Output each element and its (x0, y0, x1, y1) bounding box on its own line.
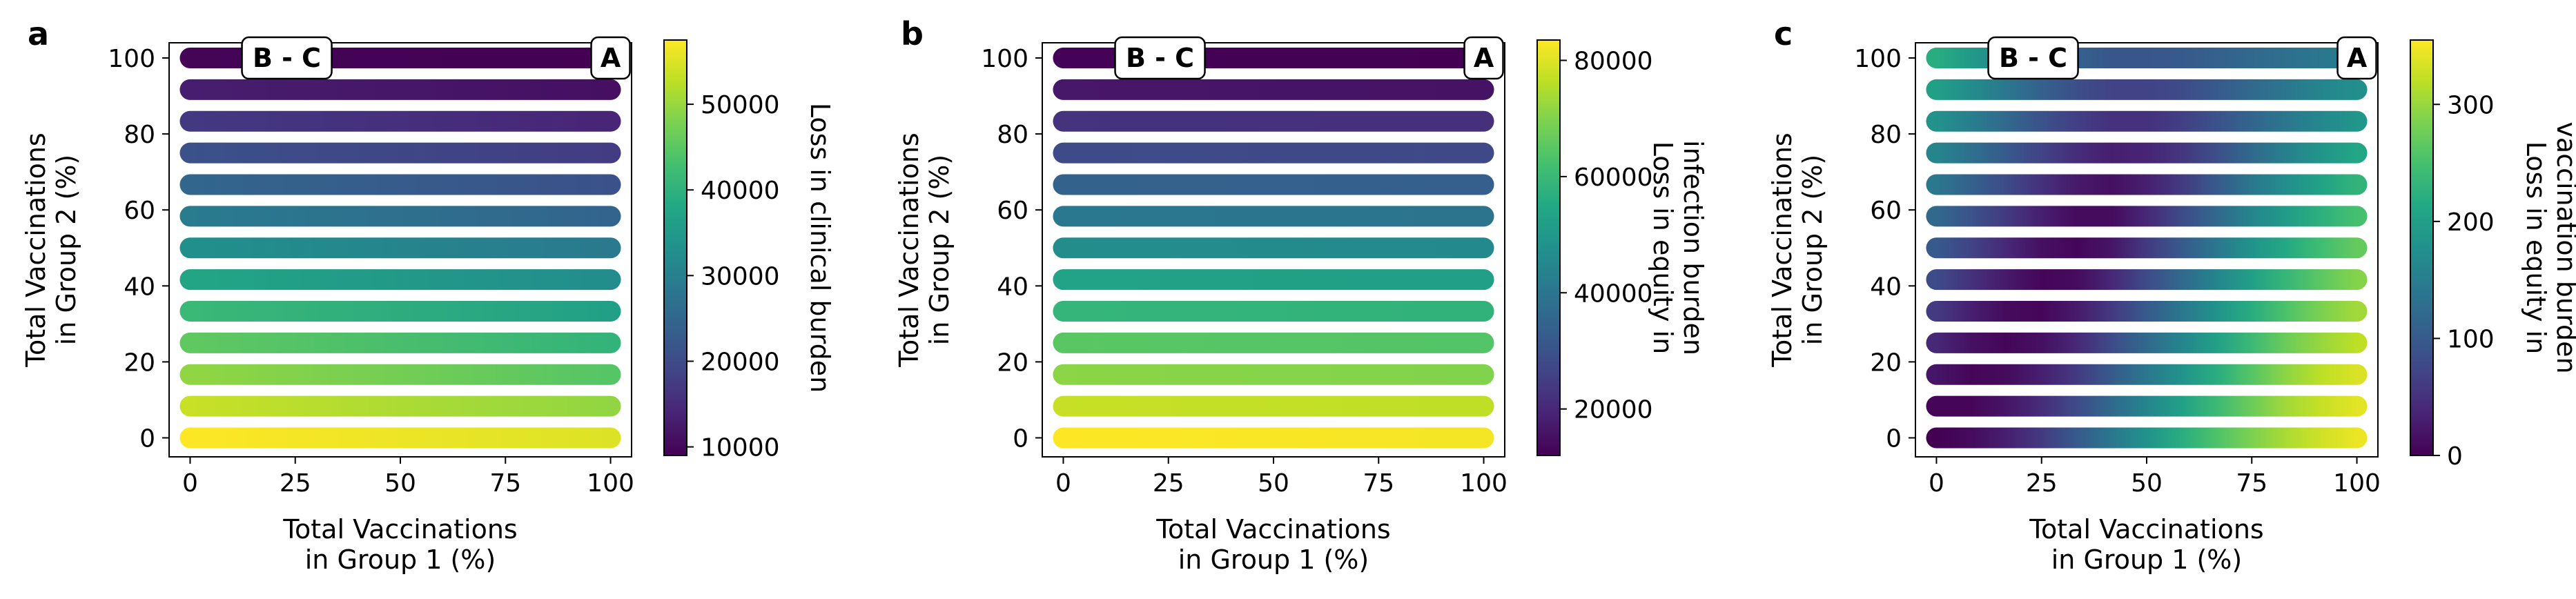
y-tick-label: 80 (124, 121, 155, 149)
y-tick-label: 20 (124, 348, 155, 377)
colorbar-label: infection burden (1678, 140, 1708, 355)
annotation-box (1463, 36, 1504, 80)
annotation-label: A (1474, 43, 1494, 73)
x-tick-label: 50 (2131, 469, 2163, 498)
colorbar-tick-label: 50000 (701, 91, 780, 119)
x-tick-label: 75 (489, 469, 521, 498)
y-axis-label: in Group 2 (%) (924, 155, 955, 346)
x-axis-label: Total Vaccinations (282, 514, 517, 544)
colorbar-label: vaccination burden (2551, 121, 2576, 373)
annotation-label: A (2347, 43, 2368, 73)
annotation-label: B - C (253, 43, 321, 73)
colorbar-label: Loss in clinical burden (805, 103, 835, 393)
colorbar-tick-label: 40000 (1574, 279, 1653, 308)
y-tick-label: 100 (108, 45, 155, 73)
colorbar-tick-label: 60000 (1574, 164, 1653, 192)
x-tick-label: 50 (1258, 469, 1289, 498)
y-axis-label: in Group 2 (%) (1797, 155, 1828, 346)
x-tick-label: 50 (384, 469, 416, 498)
y-tick-label: 60 (997, 197, 1028, 225)
annotation-box (1987, 36, 2079, 80)
colorbar (663, 39, 687, 456)
colorbar-label: Loss in equity in (1648, 141, 1678, 354)
y-tick-label: 40 (1870, 273, 1902, 301)
panel-c: c 0 25 50 75 100 0 20 40 60 80 100 Total Vaccination… (1767, 15, 2576, 575)
y-tick-label: 20 (1870, 348, 1902, 377)
panel-b: b 0 25 50 75 100 0 20 40 60 80 100 Total Vaccination… (894, 15, 1708, 575)
x-axis-label: in Group 1 (%) (2051, 544, 2243, 575)
annotation-label: B - C (1999, 43, 2067, 73)
y-axis-label: Total Vaccinations (894, 132, 924, 367)
colorbar-label: Loss in equity in (2521, 141, 2551, 354)
y-tick-label: 60 (1870, 197, 1902, 225)
colorbar-tick-label: 80000 (1574, 47, 1653, 75)
panel-letter: b (901, 15, 924, 52)
x-axis-label: Total Vaccinations (2029, 514, 2263, 544)
colorbar-tick-label: 30000 (701, 262, 780, 291)
x-tick-label: 75 (2236, 469, 2267, 498)
colorbar-tick-label: 20000 (1574, 396, 1653, 424)
colorbar (2410, 39, 2434, 456)
x-tick-label: 25 (1153, 469, 1184, 498)
annotation-box (1114, 36, 1206, 80)
x-axis-label: Total Vaccinations (1155, 514, 1390, 544)
colorbar (1536, 39, 1561, 456)
y-axis-label: Total Vaccinations (1767, 132, 1797, 367)
x-tick-label: 100 (2333, 469, 2381, 498)
y-tick-label: 100 (1854, 45, 1902, 73)
x-tick-label: 0 (1055, 469, 1071, 498)
x-tick-label: 25 (2026, 469, 2058, 498)
colorbar-tick-label: 20000 (701, 348, 780, 376)
y-tick-label: 40 (124, 273, 155, 301)
y-tick-label: 40 (997, 273, 1028, 301)
y-tick-label: 60 (124, 197, 155, 225)
y-tick-label: 100 (981, 45, 1028, 73)
panel-letter: c (1774, 15, 1793, 52)
x-tick-label: 100 (587, 469, 634, 498)
colorbar-tick-label: 300 (2447, 91, 2495, 119)
colorbar-tick-label: 10000 (701, 434, 780, 462)
y-tick-label: 80 (1870, 121, 1902, 149)
colorbar-tick-label: 200 (2447, 208, 2495, 237)
annotation-box (590, 36, 631, 80)
panel-letter: a (28, 15, 49, 52)
x-axis-label: in Group 1 (%) (305, 544, 496, 575)
annotation-label: B - C (1126, 43, 1194, 73)
x-tick-label: 75 (1363, 469, 1394, 498)
colorbar-tick-label: 100 (2447, 325, 2495, 353)
x-tick-label: 0 (1929, 469, 1944, 498)
y-axis-label: in Group 2 (%) (51, 155, 81, 346)
annotation-label: A (601, 43, 621, 73)
annotation-box (241, 36, 333, 80)
x-axis-label: in Group 1 (%) (1178, 544, 1369, 575)
x-tick-label: 25 (280, 469, 311, 498)
y-tick-label: 20 (997, 348, 1028, 377)
y-tick-label: 80 (997, 121, 1028, 149)
y-tick-label: 0 (139, 424, 155, 453)
x-tick-label: 100 (1460, 469, 1507, 498)
y-tick-label: 0 (1013, 424, 1028, 453)
y-axis-label: Total Vaccinations (21, 132, 51, 367)
panel-a: a 0 25 50 75 100 0 20 40 60 80 100 Total Vaccination… (21, 15, 835, 575)
colorbar-tick-label: 40000 (701, 177, 780, 205)
y-tick-label: 0 (1886, 424, 1902, 453)
annotation-box (2336, 36, 2377, 80)
colorbar-tick-label: 0 (2447, 442, 2463, 471)
x-tick-label: 0 (182, 469, 198, 498)
